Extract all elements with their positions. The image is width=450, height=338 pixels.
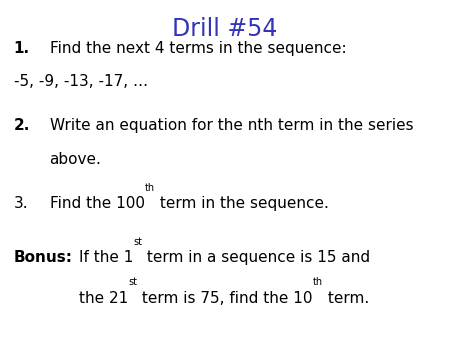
Text: the 21: the 21: [79, 291, 128, 306]
Text: term is 75, find the 10: term is 75, find the 10: [137, 291, 312, 306]
Text: Drill #54: Drill #54: [172, 17, 278, 41]
Text: 2.: 2.: [14, 118, 30, 133]
Text: Write an equation for the nth term in the series: Write an equation for the nth term in th…: [50, 118, 413, 133]
Text: 3.: 3.: [14, 196, 28, 211]
Text: above.: above.: [50, 152, 101, 167]
Text: Find the 100: Find the 100: [50, 196, 144, 211]
Text: term in a sequence is 15 and: term in a sequence is 15 and: [142, 250, 370, 265]
Text: -5, -9, -13, -17, …: -5, -9, -13, -17, …: [14, 74, 148, 89]
Text: term.: term.: [323, 291, 369, 306]
Text: If the 1: If the 1: [79, 250, 133, 265]
Text: th: th: [144, 183, 155, 193]
Text: Bonus:: Bonus:: [14, 250, 72, 265]
Text: st: st: [133, 237, 142, 247]
Text: th: th: [312, 277, 323, 287]
Text: st: st: [128, 277, 137, 287]
Text: 1.: 1.: [14, 41, 30, 55]
Text: term in the sequence.: term in the sequence.: [155, 196, 328, 211]
Text: Find the next 4 terms in the sequence:: Find the next 4 terms in the sequence:: [50, 41, 346, 55]
